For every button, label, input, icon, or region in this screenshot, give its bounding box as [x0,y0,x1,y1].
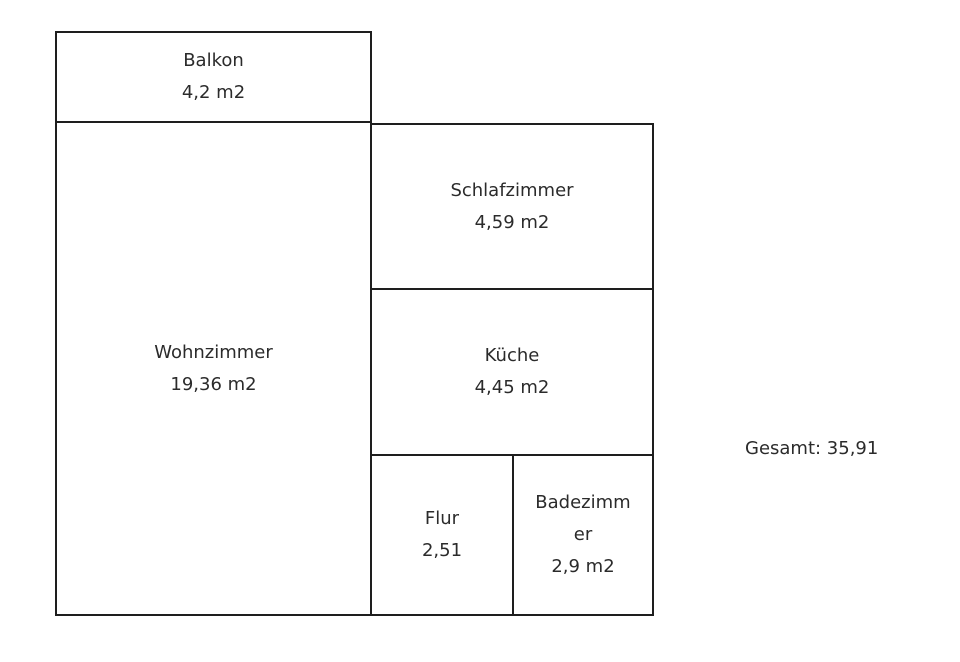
room-area: 4,59 m2 [474,212,550,233]
room-name: Balkon [183,50,244,71]
room-name-line2: er [573,524,593,545]
room-name: Küche [484,345,540,366]
total-area: Gesamt: 35,91 [745,438,879,459]
room-name-line1: Badezimm [535,492,631,513]
room-wohnzimmer: Wohnzimmer 19,36 m2 [55,121,372,616]
room-area: 2,51 [421,540,463,561]
room-badezimmer: Badezimm er 2,9 m2 [512,454,654,616]
room-area: 4,2 m2 [181,82,246,103]
room-kueche: Küche 4,45 m2 [370,288,654,456]
room-name: Flur [424,508,460,529]
room-name: Wohnzimmer [154,341,273,363]
room-area: 2,9 m2 [551,556,615,577]
room-balkon: Balkon 4,2 m2 [55,31,372,123]
room-schlafzimmer: Schlafzimmer 4,59 m2 [370,123,654,291]
room-flur: Flur 2,51 [370,454,514,616]
room-area: 19,36 m2 [170,373,257,395]
room-name: Schlafzimmer [450,180,574,201]
room-area: 4,45 m2 [474,377,550,398]
